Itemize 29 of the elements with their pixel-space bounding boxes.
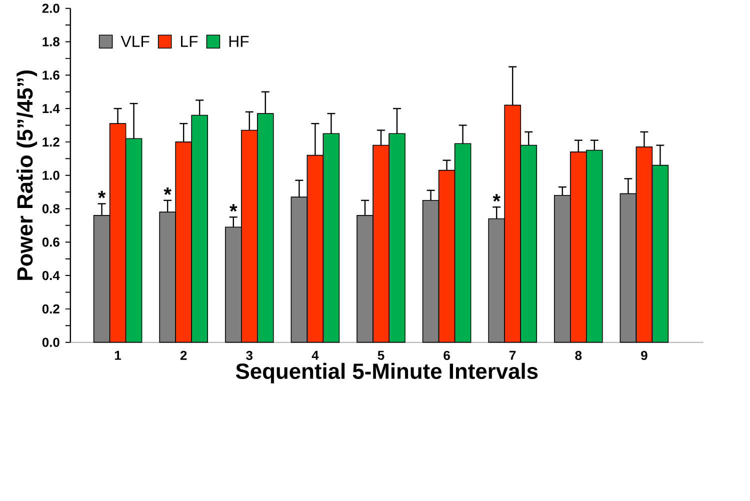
x-tick-label: 7 (510, 350, 516, 360)
y-tick-label: 0.8 (42, 204, 60, 214)
y-tick-label: 1.6 (42, 70, 60, 80)
y-tick-label: 0.2 (42, 304, 60, 314)
x-tick-label: 1 (115, 350, 122, 360)
data-label: * (492, 194, 500, 202)
y-tick-label: 1.4 (42, 104, 60, 113)
x-axis-title: Sequential 5-Minute Intervals (236, 362, 538, 384)
x-tick-label: 9 (641, 350, 648, 360)
y-axis-title: Power Ratio (5”/45”) (16, 70, 38, 280)
x-tick-label: 4 (312, 350, 319, 360)
data-label: * (164, 187, 172, 195)
x-tick-label: 6 (444, 350, 450, 360)
x-tick-label: 3 (246, 350, 253, 360)
y-tick-label: 0.4 (42, 270, 60, 280)
data-label: * (230, 204, 238, 212)
x-tick-label: 5 (378, 350, 384, 360)
y-tick-label: 0.6 (42, 238, 60, 247)
y-tick-label: 1.8 (42, 37, 60, 46)
y-tick-label: 1.0 (42, 170, 60, 180)
data-label: * (98, 190, 106, 198)
x-tick-label: 2 (180, 350, 187, 360)
y-tick-label: 0.0 (42, 338, 60, 347)
legend-label: LF (181, 36, 198, 47)
y-tick-label: 1.2 (42, 137, 60, 146)
y-tick-label: 2.0 (42, 4, 60, 13)
legend-label: VLF (120, 36, 150, 47)
legend-label: HF (229, 36, 249, 47)
x-tick-label: 8 (575, 350, 582, 360)
